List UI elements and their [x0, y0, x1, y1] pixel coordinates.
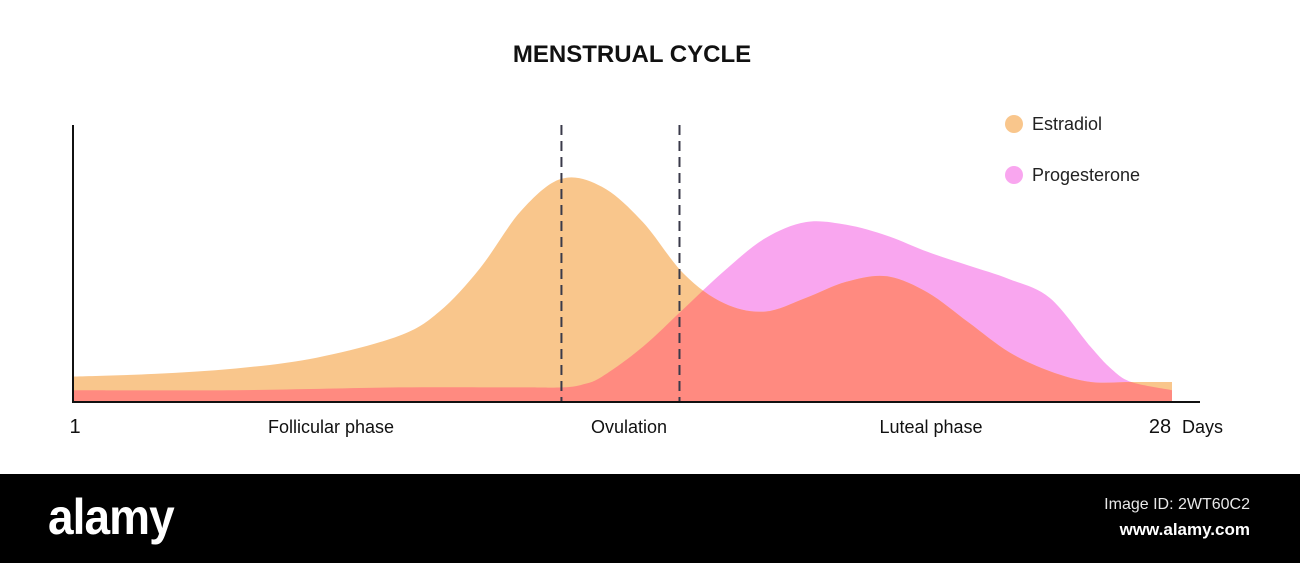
- footer-banner: alamy Image ID: 2WT60C2 www.alamy.com: [0, 474, 1300, 563]
- phase-label-follicular: Follicular phase: [268, 417, 394, 437]
- image-id-text: Image ID: 2WT60C2: [1104, 496, 1250, 513]
- chart-title: MENSTRUAL CYCLE: [513, 41, 751, 68]
- legend-swatch-progesterone: [1005, 166, 1023, 184]
- x-tick-start: 1: [69, 416, 80, 438]
- legend-label-progesterone: Progesterone: [1032, 165, 1140, 185]
- brand-logo: alamy: [48, 489, 175, 545]
- phase-label-ovulation: Ovulation: [591, 417, 667, 437]
- x-axis-unit-label: Days: [1182, 417, 1223, 437]
- legend-label-estradiol: Estradiol: [1032, 114, 1102, 134]
- x-tick-end: 28: [1149, 416, 1171, 438]
- legend: Estradiol Progesterone: [1005, 114, 1140, 185]
- chart-svg: MENSTRUAL CYCLE Estradiol Progesterone 1…: [69, 41, 1223, 438]
- legend-swatch-estradiol: [1005, 115, 1023, 133]
- phase-label-luteal: Luteal phase: [879, 417, 982, 437]
- site-url: www.alamy.com: [1119, 520, 1250, 539]
- chart-area: MENSTRUAL CYCLE Estradiol Progesterone 1…: [69, 41, 1224, 438]
